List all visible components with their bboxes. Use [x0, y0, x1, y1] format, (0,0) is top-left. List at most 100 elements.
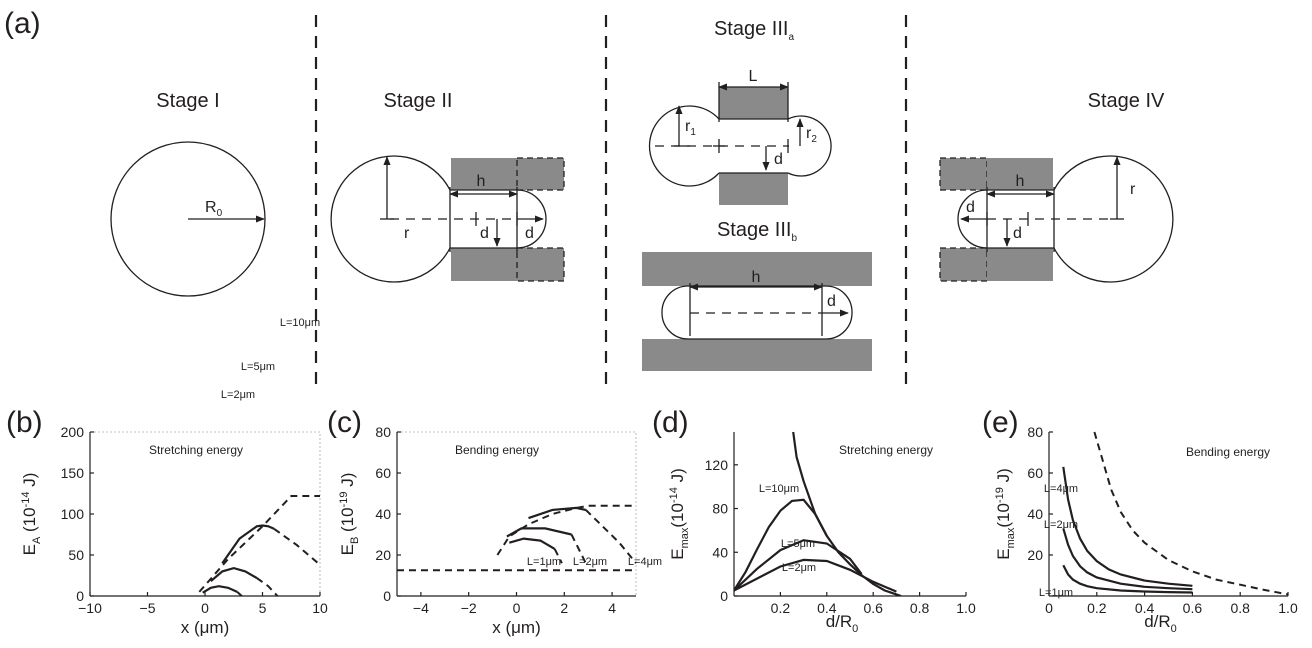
curve-label: L=5μm — [241, 361, 275, 373]
series-envelope — [792, 431, 902, 596]
x-tick-label: 0 — [513, 600, 521, 616]
radius-label: r — [404, 225, 410, 242]
length-label: h — [477, 173, 486, 190]
cell-left-bulb — [648, 105, 720, 187]
length-label: h — [752, 269, 761, 286]
cell-right-bulb — [787, 115, 832, 177]
series-group — [734, 431, 902, 596]
series-l-10-m — [734, 498, 828, 592]
y-tick-label: 0 — [383, 588, 391, 604]
cap-label: d — [966, 199, 975, 216]
cell-outline — [1053, 155, 1174, 283]
x-axis-title: d/R0 — [826, 612, 859, 635]
x-tick-label: 0.8 — [1230, 600, 1250, 616]
stage-1-title: Stage I — [156, 90, 219, 112]
x-tick-label: −5 — [140, 600, 156, 616]
curve-label: L=1μm — [1039, 587, 1073, 599]
x-axis-title: d/R0 — [1144, 612, 1177, 635]
x-axis-title: x (μm) — [492, 618, 541, 637]
series-limit — [1093, 431, 1289, 596]
y-tick-label: 100 — [61, 506, 85, 522]
chart-annotation: Stretching energy — [149, 443, 243, 457]
radius-label: R0 — [205, 199, 223, 219]
stage-2-title: Stage II — [384, 90, 453, 112]
y-axis-title: EA (10-14 J) — [20, 473, 43, 556]
y-tick-label: 20 — [1027, 547, 1043, 563]
y-tick-label: 80 — [375, 424, 391, 440]
curve-label: L=2μm — [782, 562, 816, 574]
x-tick-label: 1.0 — [1278, 600, 1298, 616]
y-axis-title: EB (10-19 J) — [338, 473, 361, 556]
stage-2: Stage II r h d d — [330, 90, 565, 283]
stage-1: Stage I R0 — [110, 90, 266, 297]
y-tick-label: 50 — [68, 547, 84, 563]
channel-plate — [642, 339, 872, 371]
chart-annotation: Bending energy — [455, 443, 539, 457]
length-label: h — [1016, 173, 1025, 190]
curve-label: L=4μm — [1044, 483, 1078, 495]
radius-label: r — [1130, 181, 1136, 198]
x-tick-label: −2 — [461, 600, 477, 616]
series-l-1-m — [1062, 564, 1193, 594]
y-axis-title: Emax(10-14 J) — [668, 468, 691, 560]
y-tick-label: 0 — [76, 588, 84, 604]
y-tick-label: 20 — [375, 547, 391, 563]
x-tick-label: 0.8 — [910, 600, 930, 616]
y-tick-label: 80 — [712, 501, 728, 517]
chart-annotation: Bending energy — [1186, 445, 1270, 459]
y-axis-title: Emax(10-19 J) — [994, 468, 1017, 560]
channel-plate-dashed — [516, 157, 565, 191]
stage-4: Stage IV r h d d — [939, 90, 1174, 283]
curve-label: L=10μm — [280, 317, 320, 329]
channel-plate — [987, 158, 1053, 190]
channel-plate — [642, 252, 872, 286]
series-l-4-m — [528, 506, 587, 520]
series-group — [1062, 431, 1289, 596]
y-tick-label: 80 — [1027, 424, 1043, 440]
channel-plate — [719, 173, 788, 205]
channel-plate-dashed — [516, 247, 565, 282]
panel-label-c: (c) — [327, 406, 362, 439]
x-tick-label: 0.4 — [817, 600, 837, 616]
panel-label-e: (e) — [982, 406, 1019, 439]
series-l-2-m — [236, 591, 243, 596]
x-tick-label: 0.2 — [1087, 600, 1107, 616]
cap-label: d — [827, 293, 836, 310]
stage-3a: Stage IIIa L r1 d r2 — [648, 18, 832, 205]
cell-circle — [110, 141, 266, 297]
radius-2-label: r2 — [806, 125, 817, 145]
x-tick-label: 4 — [608, 600, 616, 616]
x-tick-label: −10 — [78, 600, 102, 616]
length-label: L — [749, 68, 758, 85]
x-tick-label: 1.0 — [956, 600, 976, 616]
channel-plate — [451, 158, 517, 190]
x-axis-title: x (μm) — [181, 618, 230, 637]
series-l-2-m — [570, 534, 587, 564]
channel-plate — [451, 248, 517, 281]
cell-outline — [330, 155, 451, 283]
stage-3b: Stage IIIb h d — [642, 219, 872, 371]
channel-plate — [719, 87, 788, 119]
y-tick-label: 60 — [375, 465, 391, 481]
depth-label: d — [774, 151, 783, 168]
cell-cap — [516, 189, 547, 249]
x-tick-label: 0.2 — [771, 600, 791, 616]
series-l-2-m — [506, 527, 572, 538]
chart-annotation: Stretching energy — [839, 443, 933, 457]
cell-cap — [957, 189, 988, 249]
x-tick-label: 0.6 — [863, 600, 883, 616]
curve-label: L=2μm — [573, 556, 607, 568]
series-l-1-m — [508, 537, 556, 550]
series-l-2-m — [734, 558, 897, 593]
series-l-10-m — [198, 495, 320, 593]
channel-plate-dashed — [939, 247, 988, 282]
y-tick-label: 40 — [1027, 506, 1043, 522]
panel-label-b: (b) — [6, 406, 43, 439]
x-tick-label: 5 — [259, 600, 267, 616]
series-l-5-m — [734, 539, 863, 592]
chart-d: 0.2 0.4 0.6 0.8 1.0 0 40 80 120 Stretching energy… — [668, 431, 976, 635]
series-group — [198, 495, 321, 596]
